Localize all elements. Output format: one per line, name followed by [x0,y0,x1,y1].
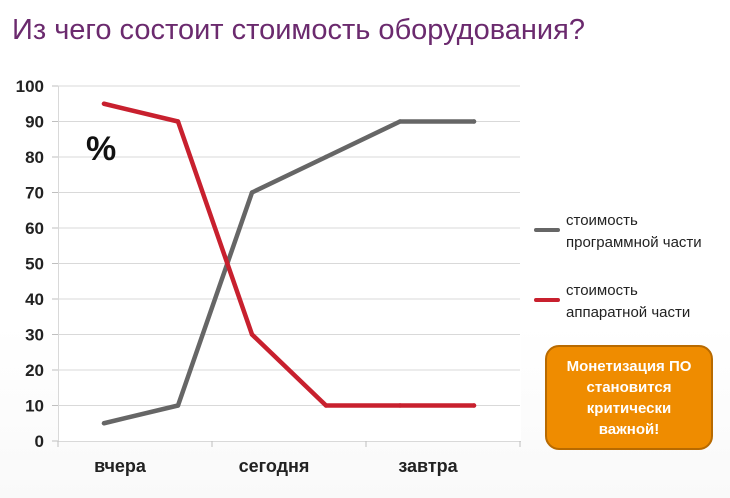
y-tick-label: 80 [25,148,44,167]
y-tick-label: 10 [25,397,44,416]
legend-label-hardware: стоимость аппаратной части [566,282,691,321]
y-tick-label: 70 [25,184,44,203]
legend: стоимость программной части стоимость ап… [534,210,724,350]
x-tick-label: вчера [94,456,147,476]
y-tick-label: 30 [25,326,44,345]
series-line-hardware [101,101,477,408]
y-tick-label: 40 [25,290,44,309]
series-line-software [101,119,477,426]
point-software-0 [101,421,107,426]
y-tick-label: 100 [16,77,44,96]
point-software-4 [397,119,403,124]
monetization-callout: Монетизация ПО становится критически важ… [545,345,713,450]
unit-label: % [86,130,117,168]
point-hardware-5 [471,403,477,408]
y-tick-label: 90 [25,113,44,132]
x-tick-label: сегодня [239,456,310,476]
legend-label-software: стоимость программной части [566,212,702,251]
point-software-2 [249,190,255,195]
legend-swatch-software [534,228,560,232]
y-tick-label: 0 [35,432,44,451]
point-hardware-0 [101,101,107,106]
y-tick-label: 50 [25,255,44,274]
point-hardware-4 [397,403,403,408]
legend-item-software: стоимость программной части [534,210,724,254]
x-tick-label: завтра [398,456,458,476]
page-title: Из чего состоит стоимость оборудования? [12,14,585,46]
point-software-3 [323,154,329,160]
point-hardware-2 [249,332,255,337]
legend-swatch-hardware [534,298,560,302]
point-hardware-1 [175,119,181,124]
y-tick-label: 20 [25,361,44,380]
point-software-5 [471,119,477,124]
point-software-1 [175,403,181,408]
point-hardware-3 [323,403,329,408]
y-tick-label: 60 [25,219,44,238]
legend-item-hardware: стоимость аппаратной части [534,280,724,324]
